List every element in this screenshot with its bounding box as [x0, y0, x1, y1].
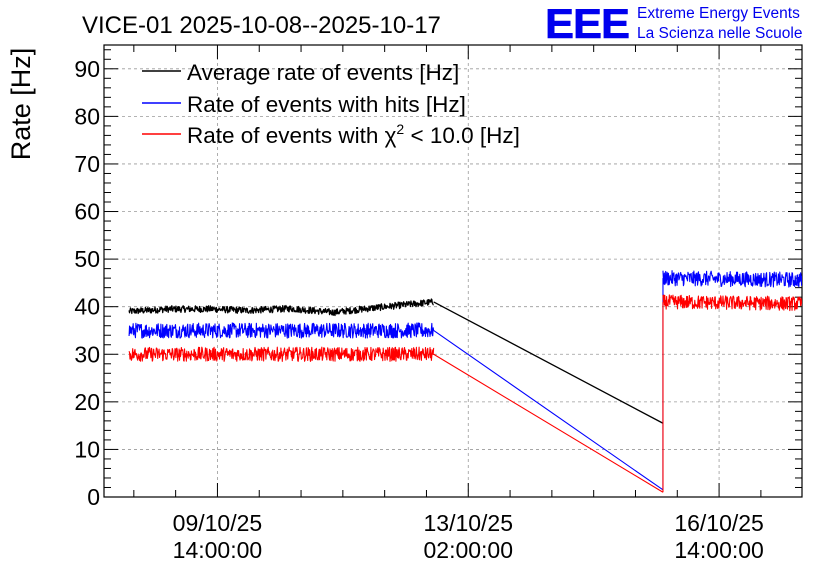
axis-ticks — [104, 45, 802, 498]
series-line-average — [128, 298, 434, 317]
x-tick-labels: 09/10/2514:00:0013/10/2502:00:0016/10/25… — [173, 510, 764, 563]
y-tick-label: 50 — [74, 246, 100, 272]
eee-logo-line1: Extreme Energy Events — [637, 5, 800, 22]
x-tick-label-time: 02:00:00 — [423, 537, 513, 563]
legend: Average rate of events [Hz] Rate of even… — [142, 60, 520, 148]
y-axis-label: Rate [Hz] — [6, 48, 36, 161]
legend-chi2-prefix: Rate of events with — [187, 123, 385, 148]
legend-chi2-symbol: χ — [385, 123, 397, 148]
series-line-hits — [128, 322, 435, 339]
y-tick-label: 40 — [74, 294, 100, 320]
series-line-chi2 — [662, 294, 802, 312]
y-tick-label: 20 — [74, 389, 100, 415]
series-line-hits — [433, 330, 664, 491]
y-tick-labels: 0 10 20 30 40 50 60 70 80 90 — [74, 56, 100, 510]
legend-label-hits: Rate of events with hits [Hz] — [187, 92, 466, 117]
legend-chi2-superscript: 2 — [396, 121, 404, 137]
x-tick-label-date: 09/10/25 — [173, 510, 263, 536]
chart-title: VICE-01 2025-10-08--2025-10-17 — [82, 12, 441, 39]
x-tick-label-time: 14:00:00 — [173, 537, 263, 563]
x-tick-label-time: 14:00:00 — [674, 537, 764, 563]
series-line-average — [433, 301, 664, 424]
series-line-hits — [662, 270, 802, 288]
y-tick-label: 70 — [74, 151, 100, 177]
y-tick-label: 80 — [74, 103, 100, 129]
grid — [104, 45, 802, 497]
series-group — [128, 270, 802, 493]
plot-frame — [103, 44, 803, 498]
x-tick-label-date: 16/10/25 — [674, 510, 764, 536]
y-tick-label: 30 — [74, 341, 100, 367]
series-line-chi2 — [433, 353, 664, 493]
series-line-chi2 — [128, 346, 435, 362]
eee-logo-mark: EEE — [545, 0, 629, 47]
x-tick-label-date: 13/10/25 — [423, 510, 513, 536]
eee-logo: EEE Extreme Energy Events La Scienza nel… — [545, 0, 803, 47]
y-tick-label: 10 — [74, 436, 100, 462]
legend-chi2-suffix: < 10.0 [Hz] — [404, 123, 520, 148]
legend-label-average: Average rate of events [Hz] — [187, 60, 459, 85]
y-tick-label: 90 — [74, 56, 100, 82]
y-tick-label: 60 — [74, 199, 100, 225]
legend-label-chi2: Rate of events with χ2 < 10.0 [Hz] — [187, 121, 520, 148]
eee-logo-line2: La Scienza nelle Scuole — [637, 25, 802, 42]
y-tick-label: 0 — [87, 484, 100, 510]
